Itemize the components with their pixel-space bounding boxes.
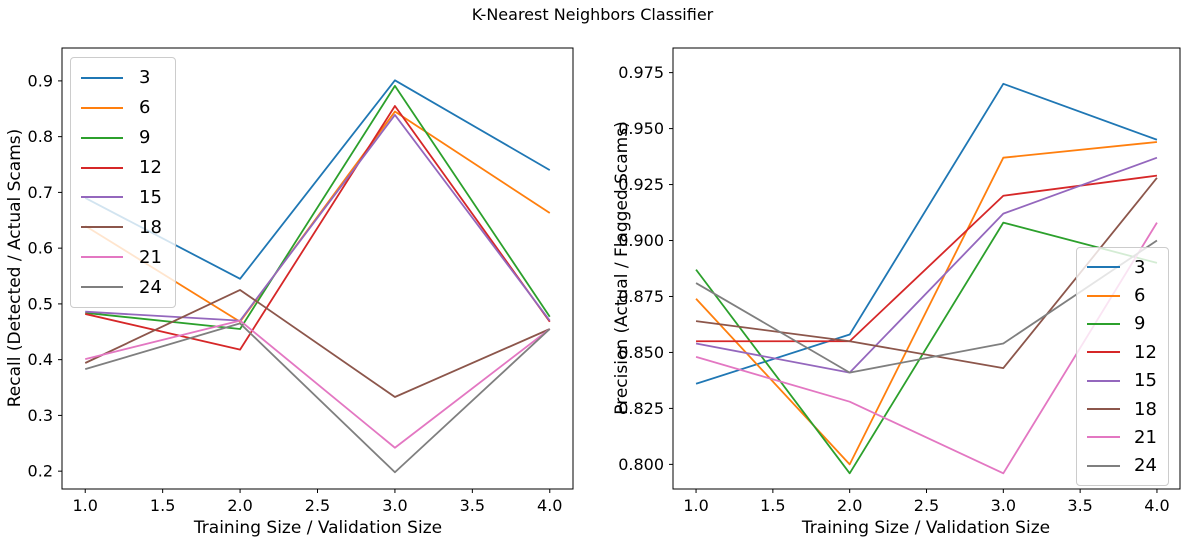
left-x-axis-label: Training Size / Validation Size <box>193 518 443 538</box>
right-y-tick-label: 0.825 <box>618 399 664 418</box>
right-y-tick-label: 0.800 <box>618 455 664 474</box>
left-series-line-k18 <box>84 289 551 398</box>
right-plot-spines <box>672 47 1181 490</box>
left-x-tick-label: 3.0 <box>382 496 407 515</box>
right-legend-swatch-k9 <box>1087 322 1120 325</box>
right-legend-entry-k9: 9 <box>1087 313 1158 334</box>
right-legend-label-k12: 12 <box>1134 341 1157 363</box>
right-legend-entry-k24: 24 <box>1087 455 1158 476</box>
left-legend-entry-k18: 18 <box>81 217 165 238</box>
right-y-tick-label: 0.850 <box>618 343 664 362</box>
right-legend-swatch-k6 <box>1087 294 1120 297</box>
left-y-tick-label: 0.9 <box>28 71 53 90</box>
left-legend-label-k18: 18 <box>139 216 162 238</box>
right-plot-legend: 3 6 9 12 15 18 21 24 <box>1076 247 1169 486</box>
left-legend-swatch-k12 <box>81 166 123 169</box>
left-legend-entry-k9: 9 <box>81 127 165 148</box>
right-x-tick-label: 2.0 <box>837 496 862 515</box>
left-x-tick-label: 2.5 <box>305 496 330 515</box>
right-y-tick-label: 0.925 <box>618 175 664 194</box>
right-legend-entry-k21: 21 <box>1087 427 1158 448</box>
left-legend-label-k9: 9 <box>139 127 151 149</box>
right-y-axis-label: Precision (Actual / Flagged Scams) <box>612 121 632 415</box>
left-x-tick-label: 1.5 <box>150 496 175 515</box>
left-legend-label-k15: 15 <box>139 186 162 208</box>
left-x-tick-label: 1.0 <box>73 496 98 515</box>
left-y-tick-label: 0.8 <box>28 127 53 146</box>
right-legend-label-k6: 6 <box>1134 285 1146 307</box>
left-x-tick-label: 2.0 <box>227 496 252 515</box>
left-plot-spines <box>61 47 574 490</box>
left-legend-entry-k15: 15 <box>81 187 165 208</box>
right-legend-label-k9: 9 <box>1134 313 1146 335</box>
right-legend-entry-k18: 18 <box>1087 399 1158 420</box>
right-legend-swatch-k18 <box>1087 408 1120 411</box>
right-legend-label-k24: 24 <box>1134 455 1157 477</box>
right-x-tick-label: 2.5 <box>914 496 939 515</box>
left-series-line-k21 <box>85 319 551 449</box>
left-y-tick-label: 0.5 <box>28 294 53 313</box>
right-series-line-k6 <box>695 141 1158 466</box>
figure-title: K-Nearest Neighbors Classifier <box>471 5 714 24</box>
right-legend-swatch-k12 <box>1087 351 1120 354</box>
left-y-tick-label: 0.6 <box>28 239 53 258</box>
right-legend-entry-k12: 12 <box>1087 342 1158 363</box>
left-y-tick-label: 0.7 <box>28 183 53 202</box>
left-legend-entry-k21: 21 <box>81 247 165 268</box>
right-legend-swatch-k21 <box>1087 436 1120 439</box>
right-legend-swatch-k24 <box>1087 464 1120 467</box>
right-series-line-k3 <box>695 82 1158 385</box>
right-y-tick-label: 0.900 <box>618 231 664 250</box>
left-y-tick-label: 0.2 <box>28 462 53 481</box>
right-y-tick-label: 0.875 <box>618 287 664 306</box>
left-legend-entry-k24: 24 <box>81 277 165 298</box>
right-x-tick-label: 1.0 <box>683 496 708 515</box>
right-legend-swatch-k15 <box>1087 379 1120 382</box>
left-legend-label-k12: 12 <box>139 157 162 179</box>
left-plot-legend: 3 6 9 12 15 18 21 24 <box>70 57 176 308</box>
left-y-axis-label: Recall (Detected / Actual Scams) <box>5 128 25 408</box>
left-legend-swatch-k18 <box>81 226 123 229</box>
left-legend-swatch-k3 <box>81 76 123 79</box>
right-legend-label-k21: 21 <box>1134 426 1157 448</box>
left-legend-label-k3: 3 <box>139 67 151 89</box>
left-series-line-k15 <box>85 114 551 322</box>
left-legend-swatch-k24 <box>81 286 123 289</box>
right-x-axis-label: Training Size / Validation Size <box>801 518 1051 538</box>
right-legend-entry-k6: 6 <box>1087 285 1158 306</box>
right-x-tick-label: 3.0 <box>991 496 1016 515</box>
left-legend-label-k24: 24 <box>139 276 162 298</box>
right-x-tick-label: 4.0 <box>1144 496 1169 515</box>
right-legend-swatch-k3 <box>1087 266 1120 269</box>
left-legend-entry-k12: 12 <box>81 157 165 178</box>
right-y-tick-label: 0.950 <box>618 119 664 138</box>
right-legend-label-k18: 18 <box>1134 398 1157 420</box>
left-x-tick-label: 4.0 <box>537 496 562 515</box>
right-legend-entry-k3: 3 <box>1087 257 1158 278</box>
left-y-tick-label: 0.4 <box>28 350 53 369</box>
left-x-tick-label: 3.5 <box>460 496 485 515</box>
left-series-line-k9 <box>85 85 551 330</box>
left-series-line-k12 <box>85 105 551 351</box>
left-legend-swatch-k21 <box>81 256 123 259</box>
right-x-tick-label: 3.5 <box>1067 496 1092 515</box>
left-legend-label-k6: 6 <box>139 97 151 119</box>
left-legend-swatch-k6 <box>81 106 123 109</box>
left-legend-swatch-k9 <box>81 136 123 139</box>
left-legend-label-k21: 21 <box>139 246 162 268</box>
right-x-tick-label: 1.5 <box>760 496 785 515</box>
left-series-line-k24 <box>84 322 551 474</box>
left-y-tick-label: 0.3 <box>28 406 53 425</box>
right-y-tick-label: 0.975 <box>618 63 664 82</box>
right-legend-entry-k15: 15 <box>1087 370 1158 391</box>
left-legend-swatch-k15 <box>81 196 123 199</box>
right-legend-label-k15: 15 <box>1134 370 1157 392</box>
left-legend-entry-k3: 3 <box>81 67 165 88</box>
right-series-line-k9 <box>695 221 1158 475</box>
right-legend-label-k3: 3 <box>1134 256 1146 278</box>
left-legend-entry-k6: 6 <box>81 97 165 118</box>
right-series-line-k15 <box>695 156 1158 374</box>
